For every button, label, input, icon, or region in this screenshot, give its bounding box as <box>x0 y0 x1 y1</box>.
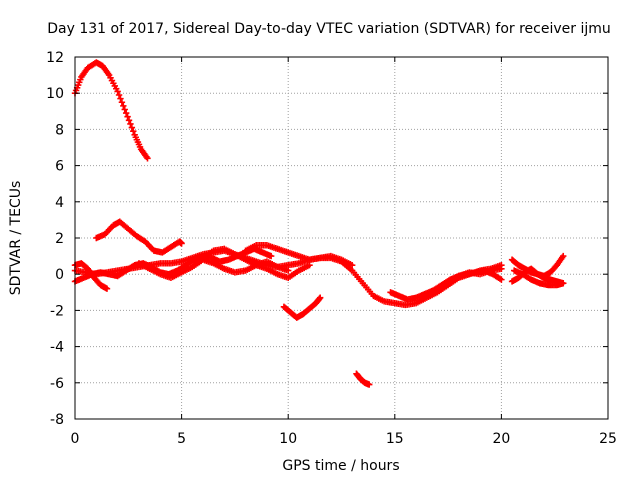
x-tick-label: 10 <box>279 431 297 447</box>
y-tick-label: 8 <box>55 122 64 138</box>
data-point <box>348 261 356 269</box>
data-point <box>306 261 313 269</box>
x-tick-label: 5 <box>177 431 186 447</box>
data-point <box>144 155 151 162</box>
data-point <box>117 95 124 102</box>
data-point <box>178 240 185 247</box>
data-point <box>498 265 505 272</box>
y-tick-label: 4 <box>55 195 64 211</box>
series-arc-2 <box>93 218 185 256</box>
series-arc-7 <box>199 245 313 282</box>
data-point <box>130 128 137 135</box>
data-point <box>120 102 127 110</box>
data-point <box>118 99 126 106</box>
data-point <box>560 280 567 287</box>
x-tick-label: 15 <box>386 431 404 447</box>
data-point <box>366 381 373 388</box>
data-point <box>122 109 130 117</box>
data-points <box>71 59 567 388</box>
data-point <box>316 294 324 301</box>
y-axis-ticks: -8 -6 -4 -2 0 2 4 6 8 10 12 <box>46 50 608 428</box>
data-point <box>127 120 134 128</box>
data-point <box>115 91 123 99</box>
y-tick-label: 10 <box>46 86 64 102</box>
x-axis-title: GPS time / hours <box>282 458 399 474</box>
x-axis-ticks: 0 5 10 15 20 25 <box>71 57 617 447</box>
y-tick-label: -8 <box>50 412 64 428</box>
data-point <box>285 267 292 274</box>
data-point <box>560 252 567 260</box>
series-arc-12 <box>423 265 505 300</box>
y-tick-label: 6 <box>55 159 64 175</box>
grid <box>75 57 608 419</box>
series-arc-10 <box>353 370 373 388</box>
y-axis-title: SDTVAR / TECUs <box>8 181 24 296</box>
y-tick-label: -6 <box>50 376 64 392</box>
y-tick-label: 2 <box>55 231 64 247</box>
series-arc-15 <box>510 267 567 289</box>
y-tick-label: 0 <box>55 267 64 283</box>
data-point <box>498 276 505 283</box>
data-point <box>125 117 133 124</box>
x-tick-label: 0 <box>71 431 80 447</box>
data-point <box>103 285 111 292</box>
series-arc-1 <box>71 59 151 162</box>
data-point <box>121 106 128 113</box>
series-arc-8 <box>242 242 356 269</box>
x-tick-label: 25 <box>599 431 617 447</box>
y-tick-label: 12 <box>46 50 64 66</box>
y-tick-label: -2 <box>50 303 64 319</box>
series-arc-5 <box>71 260 111 292</box>
chart-title: Day 131 of 2017, Sidereal Day-to-day VTE… <box>47 21 611 37</box>
y-tick-label: -4 <box>50 340 64 356</box>
data-point <box>267 252 275 260</box>
data-point <box>128 124 136 131</box>
data-point <box>124 113 131 120</box>
series-arc-9 <box>280 294 324 321</box>
series-arc-14 <box>508 252 567 285</box>
x-tick-label: 20 <box>492 431 510 447</box>
data-point <box>114 88 121 95</box>
